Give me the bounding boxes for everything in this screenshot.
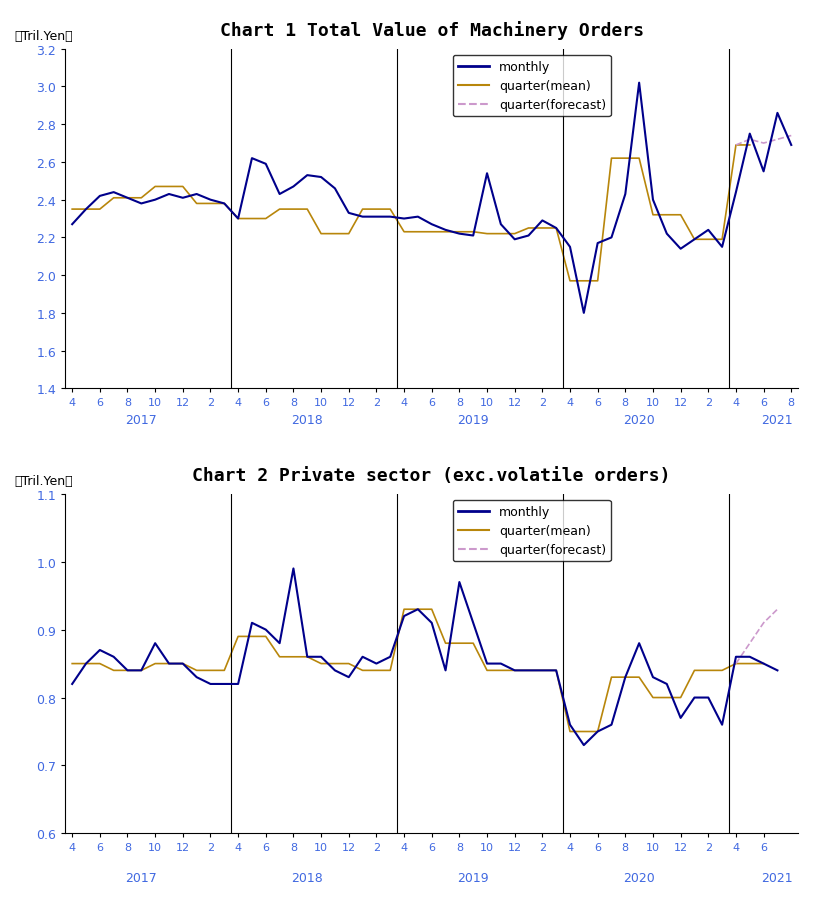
Text: 2018: 2018 bbox=[292, 413, 324, 427]
Text: 2017: 2017 bbox=[125, 413, 157, 427]
Text: 2021: 2021 bbox=[762, 413, 794, 427]
Text: 2018: 2018 bbox=[292, 870, 324, 884]
Text: （Tril.Yen）: （Tril.Yen） bbox=[14, 474, 73, 487]
Text: （Tril.Yen）: （Tril.Yen） bbox=[14, 30, 73, 43]
Legend: monthly, quarter(mean), quarter(forecast): monthly, quarter(mean), quarter(forecast… bbox=[453, 501, 611, 562]
Legend: monthly, quarter(mean), quarter(forecast): monthly, quarter(mean), quarter(forecast… bbox=[453, 56, 611, 117]
Title: Chart 2 Private sector (exc.volatile orders): Chart 2 Private sector (exc.volatile ord… bbox=[192, 466, 671, 484]
Text: 2021: 2021 bbox=[762, 870, 794, 884]
Text: 2020: 2020 bbox=[623, 870, 655, 884]
Text: 2019: 2019 bbox=[457, 413, 489, 427]
Text: 2017: 2017 bbox=[125, 870, 157, 884]
Title: Chart 1 Total Value of Machinery Orders: Chart 1 Total Value of Machinery Orders bbox=[219, 21, 644, 40]
Text: 2020: 2020 bbox=[623, 413, 655, 427]
Text: 2019: 2019 bbox=[457, 870, 489, 884]
